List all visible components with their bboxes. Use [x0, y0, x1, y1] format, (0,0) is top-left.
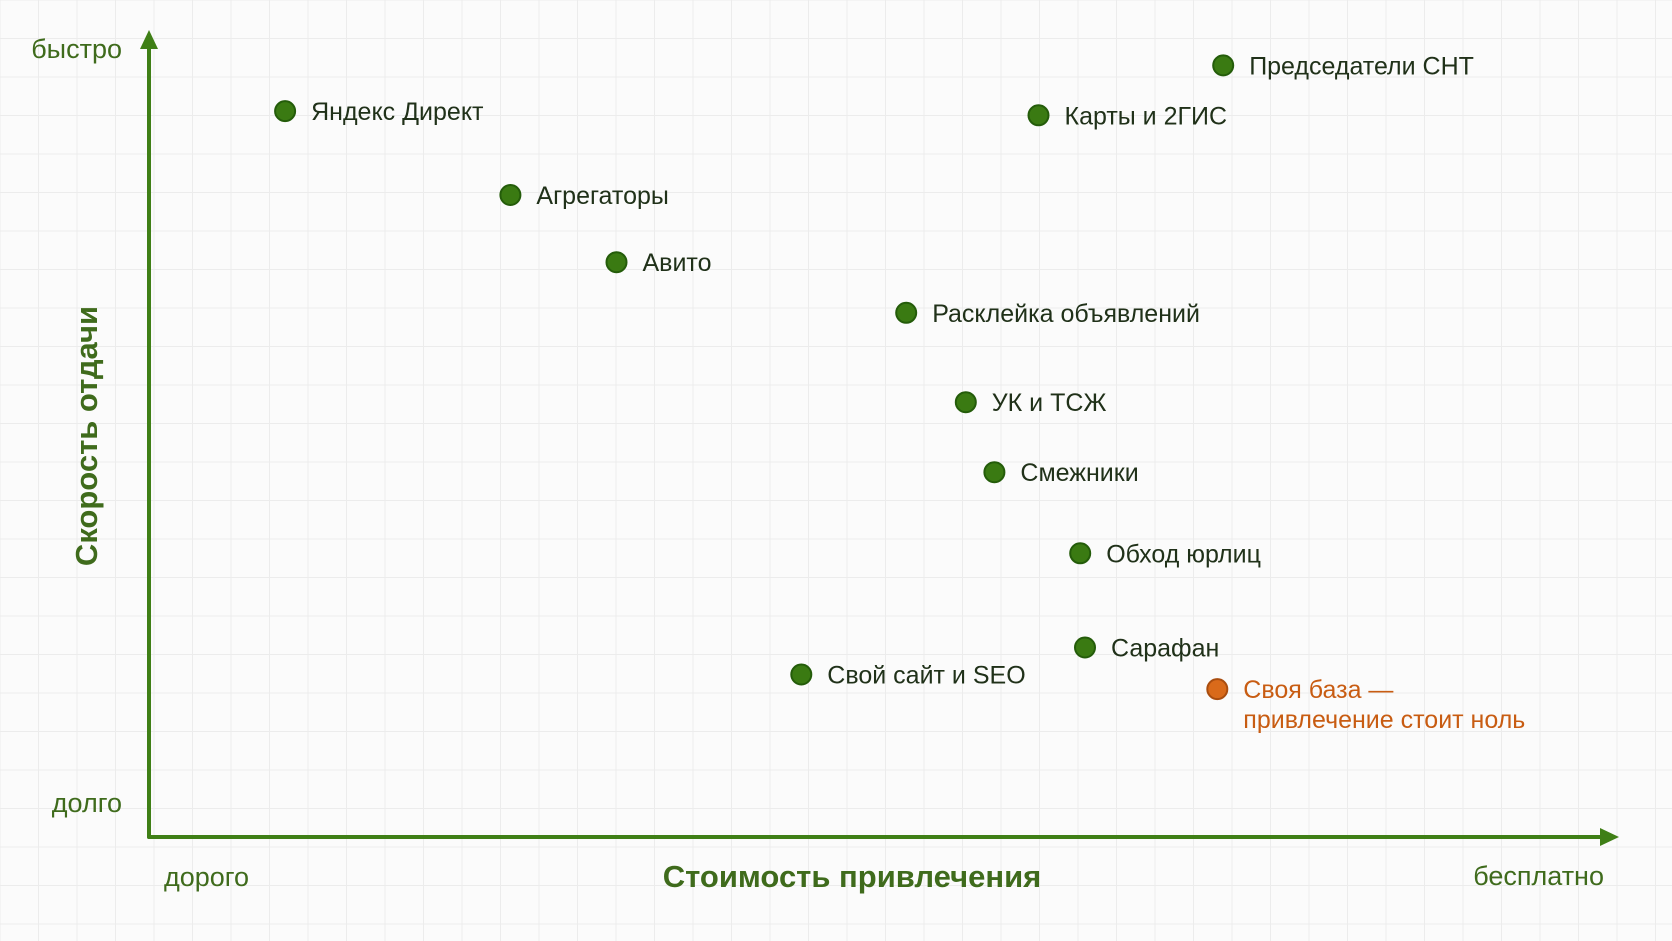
point-marker — [790, 663, 813, 686]
label-line: Смежники — [1020, 459, 1138, 487]
x-low-label: дорого — [164, 862, 249, 892]
point-label: Сарафан — [1111, 635, 1219, 663]
label-line: Председатели СНТ — [1249, 52, 1474, 80]
data-point: Обход юрлиц — [1069, 540, 1261, 568]
label-line: Расклейка объявлений — [932, 300, 1200, 328]
data-point: Авито — [605, 249, 712, 277]
point-label: Яндекс Директ — [311, 98, 484, 126]
axes — [140, 30, 1619, 846]
x-high-label: бесплатно — [1473, 861, 1604, 891]
point-label: Обход юрлиц — [1106, 540, 1261, 568]
data-point: Смежники — [983, 459, 1139, 487]
label-line: УК и ТСЖ — [992, 389, 1107, 417]
data-points: Яндекс Директ Агрегаторы Авито Расклейка об… — [274, 52, 1525, 734]
y-axis-arrow — [140, 30, 158, 49]
point-marker — [895, 301, 918, 324]
point-label: Карты и 2ГИС — [1065, 102, 1228, 130]
y-high-label: быстро — [31, 34, 122, 64]
data-point: Председатели СНТ — [1212, 52, 1474, 80]
point-label: Авито — [643, 249, 712, 277]
point-marker — [605, 251, 628, 274]
point-label: Смежники — [1020, 459, 1138, 487]
label-line: Агрегаторы — [536, 182, 668, 210]
label-line-continuation: привлечение стоит ноль — [1243, 706, 1525, 734]
x-axis-arrow — [1600, 828, 1619, 846]
point-marker — [1212, 54, 1235, 77]
point-marker — [1069, 542, 1092, 565]
highlight-point-marker — [1206, 678, 1229, 701]
y-low-label: долго — [52, 788, 122, 818]
point-marker — [499, 184, 522, 206]
axis-labels: быстро долго дорого бесплатно Стоимость … — [31, 34, 1604, 894]
label-line: Карты и 2ГИС — [1065, 102, 1228, 130]
point-label: Агрегаторы — [536, 182, 668, 210]
point-label: УК и ТСЖ — [992, 389, 1107, 417]
label-line: Авито — [643, 249, 712, 277]
point-marker — [1074, 636, 1096, 659]
point-label: Расклейка объявлений — [932, 300, 1200, 328]
highlight-point-label: Своя база — привлечение стоит ноль — [1243, 676, 1525, 734]
point-marker — [1027, 104, 1050, 127]
label-line: Своя база — — [1243, 676, 1393, 704]
point-label: Свой сайт и SEO — [827, 662, 1025, 690]
point-label: Председатели СНТ — [1249, 52, 1474, 80]
label-line: Свой сайт и SEO — [827, 662, 1025, 690]
label-line: Обход юрлиц — [1106, 540, 1261, 568]
data-point: Карты и 2ГИС — [1027, 102, 1228, 130]
data-point: Яндекс Директ — [274, 98, 484, 126]
point-marker — [954, 391, 977, 414]
data-point: Агрегаторы — [499, 182, 669, 210]
label-line: Сарафан — [1111, 635, 1219, 663]
label-line: Яндекс Директ — [311, 98, 484, 126]
data-point: Сарафан — [1074, 635, 1219, 663]
data-point: УК и ТСЖ — [954, 389, 1107, 417]
y-axis-title: Скорость отдачи — [69, 306, 104, 566]
point-marker — [274, 100, 297, 123]
data-point: Своя база — привлечение стоит ноль — [1206, 676, 1525, 734]
data-point: Свой сайт и SEO — [790, 662, 1026, 690]
point-marker — [983, 461, 1006, 484]
data-point: Расклейка объявлений — [895, 300, 1200, 328]
x-axis-title: Стоимость привлечения — [663, 859, 1042, 894]
